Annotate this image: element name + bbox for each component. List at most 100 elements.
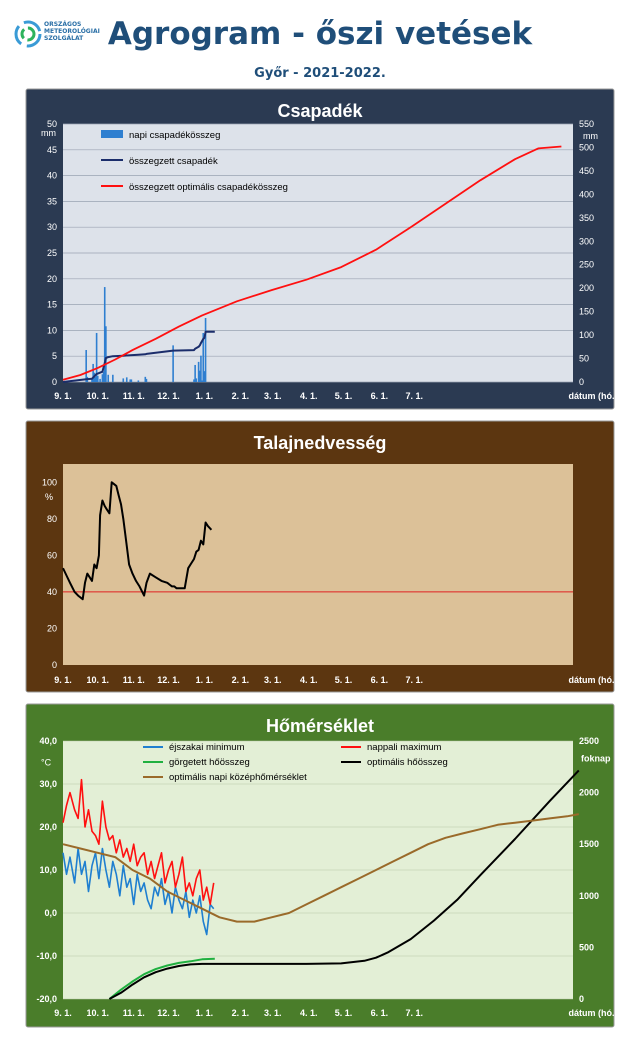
x-tick-label: 10. 1. [87,391,110,401]
y-tick-label-left: 35 [47,196,57,206]
x-tick-label: 11. 1. [123,391,145,401]
soil-moisture-chart-title: Talajnedvesség [254,433,387,453]
y-tick-label-left: 15 [47,300,57,310]
x-tick-label: 10. 1. [87,1008,110,1018]
x-axis-unit-label: dátum (hó.nap) [569,675,616,685]
precipitation-bar [198,370,201,382]
x-tick-label: 6. 1. [371,675,389,685]
precipitation-bar [129,379,132,382]
y-tick-label-right: 150 [579,307,594,317]
legend-item-rolling-sum: görgetett hőösszeg [169,757,250,768]
legend-item-accumulated: összegzett csapadék [129,156,218,167]
precipitation-bar [172,345,174,382]
precipitation-bar [197,361,200,382]
x-tick-label: 4. 1. [300,391,318,401]
rolling-heat-sum-line [108,957,215,1000]
y-tick-label-right: 2000 [579,788,599,798]
precipitation-bar [102,371,105,382]
optimal-daily-mean-line [62,813,579,923]
y-tick-label-left: 45 [47,145,57,155]
y-axis-label-right: foknap [581,754,611,764]
x-tick-label: 6. 1. [371,391,389,401]
x-tick-label: 12. 1. [157,675,180,685]
x-axis-unit-label: dátum (hó.nap) [569,1008,616,1018]
precipitation-bar [201,380,203,382]
page-subtitle: Győr - 2021-2022. [254,66,386,81]
y-tick-label: 20 [47,623,57,633]
x-tick-label: 7. 1. [405,675,423,685]
x-tick-label: 3. 1. [264,391,282,401]
y-tick-label-left: 5 [52,351,57,361]
precipitation-bar [130,379,133,382]
legend-item-day-max: nappali maximum [367,742,442,753]
precipitation-bar [85,350,87,382]
precipitation-chart-title: Csapadék [277,101,363,121]
precipitation-bar [107,374,110,382]
y-tick-label-right: 300 [579,236,594,246]
y-tick-label-right: 2500 [579,736,599,746]
legend-item-daily: napi csapadékösszeg [129,130,220,141]
y-tick-label-right: 1500 [579,839,599,849]
x-tick-label: 6. 1. [371,1008,389,1018]
y-tick-label-left: 10 [47,325,57,335]
y-tick-label: 0 [52,660,57,670]
precipitation-bar [137,380,140,382]
day-maximum-line [62,778,215,906]
precipitation-bar [91,378,93,382]
night-minimum-line [62,847,215,936]
x-tick-label: 5. 1. [335,675,353,685]
precipitation-bar [200,355,202,382]
x-tick-label: 12. 1. [157,1008,180,1018]
y-tick-label-left: 0 [52,377,57,387]
temperature-chart: Hőmérséklet -20,0 -10,0 0,0 10,0 20,0 30,0 40,0… [25,703,615,1028]
legend-item-optimal: összegzett optimális csapadékösszeg [129,182,288,193]
x-tick-label: 1. 1. [196,391,214,401]
precipitation-bar [125,377,128,382]
y-axis-label-right: mm [583,131,598,141]
precipitation-bar [103,287,106,382]
precipitation-bar [204,318,207,382]
x-tick-label: 9. 1. [54,391,72,401]
x-tick-label: 1. 1. [196,675,214,685]
x-tick-label: 11. 1. [123,675,145,685]
x-tick-label: 9. 1. [54,675,72,685]
precipitation-bar [195,378,198,382]
y-tick-label-right: 50 [579,354,589,364]
y-tick-label-left: 40 [47,171,57,181]
x-tick-label: 3. 1. [264,1008,282,1018]
precipitation-bar [202,332,205,382]
precipitation-bar [99,378,101,382]
y-tick-label-left: 40,0 [39,736,57,746]
legend-item-optimal-mean: optimális napi középhőmérséklet [169,772,307,783]
x-tick-label: 11. 1. [123,1008,145,1018]
precipitation-bar [193,379,195,382]
y-tick-label-right: 450 [579,166,594,176]
precipitation-bar [94,376,97,382]
precipitation-chart: Csapadék05101520253035404550050100150200… [25,88,615,410]
x-tick-label: 10. 1. [87,675,110,685]
y-tick-label: 80 [47,514,57,524]
y-axis-label: % [45,492,53,502]
y-tick-label-right: 400 [579,189,594,199]
y-tick-label-right: 1000 [579,891,599,901]
y-tick-label-right: 100 [579,330,594,340]
logo-text-line-3: SZOLGÁLAT [44,35,84,42]
logo-text-line-2: METEOROLÓGIAI [44,28,100,35]
y-tick-label-left: 50 [47,119,57,129]
y-tick-label: 60 [47,550,57,560]
precipitation-bar [92,363,94,382]
y-tick-label-left: 25 [47,248,57,258]
page-title: Agrogram - őszi vetések [107,16,533,52]
precipitation-bar [144,376,147,382]
y-tick-label-left: 30,0 [39,779,57,789]
precipitation-bar [145,378,148,382]
x-tick-label: 7. 1. [405,1008,423,1018]
omsz-logo: ORSZÁGOS METEOROLÓGIAI SZOLGÁLAT [14,20,124,58]
legend-swatch [101,130,123,138]
precipitation-bar [122,378,125,382]
y-tick-label-left: 10,0 [39,865,57,875]
logo-swirl-icon [14,20,42,48]
y-tick-label-left: 20,0 [39,822,57,832]
y-tick-label-left: 20 [47,274,57,284]
y-tick-label-right: 250 [579,260,594,270]
